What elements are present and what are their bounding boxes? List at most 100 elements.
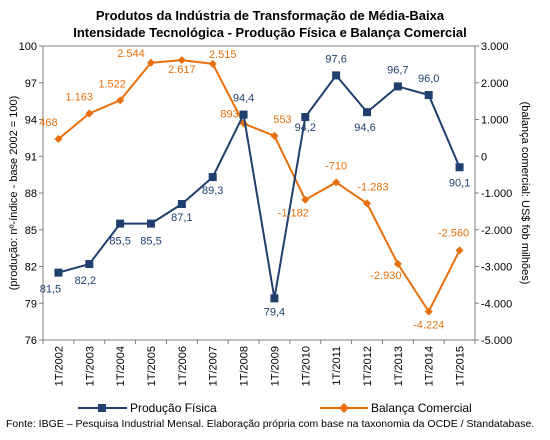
legend: Produção Física Balança Comercial <box>78 401 472 415</box>
x-tick-label: 1T/2004 <box>115 346 127 386</box>
point-producao <box>363 108 371 117</box>
left-axis-title: (produção: nº-índice - base 2002 = 100) <box>8 96 20 291</box>
left-tick-label: 85 <box>25 225 37 237</box>
point-balanca <box>116 96 125 105</box>
data-label-producao: 96,0 <box>418 73 439 85</box>
point-producao <box>85 260 94 269</box>
left-tick-label: 88 <box>25 188 37 200</box>
right-tick-label: 0 <box>481 151 487 163</box>
point-balanca <box>208 59 217 68</box>
data-label-producao: 90,1 <box>449 177 470 189</box>
point-producao <box>147 219 155 228</box>
legend-item-balanca: Balança Comercial <box>320 401 472 415</box>
left-tick-label: 76 <box>25 335 37 347</box>
data-label-producao: 96,7 <box>387 64 408 76</box>
right-tick-label: -4.000 <box>481 298 512 310</box>
left-tick-label: 100 <box>19 41 37 53</box>
right-tick-label: -3.000 <box>481 262 512 274</box>
legend-item-producao: Produção Física <box>78 401 217 415</box>
x-tick-label: 1T/2012 <box>362 346 374 386</box>
point-producao <box>301 113 310 122</box>
data-label-producao: 82,2 <box>75 275 96 287</box>
x-tick-label: 1T/2015 <box>455 346 467 386</box>
point-balanca <box>332 178 341 187</box>
x-tick-label: 1T/2006 <box>177 346 189 386</box>
left-tick-label: 79 <box>25 298 37 310</box>
data-label-balanca: -1.283 <box>357 181 388 193</box>
data-label-balanca: 1.522 <box>98 78 126 90</box>
data-label-balanca: -1.182 <box>278 208 309 220</box>
point-producao <box>208 173 217 182</box>
point-producao <box>54 268 63 277</box>
legend-marker-balanca <box>339 403 349 413</box>
data-label-balanca: -2.560 <box>438 227 469 239</box>
data-label-balanca: 1.163 <box>66 92 94 104</box>
data-label-producao: 79,4 <box>264 306 285 318</box>
point-balanca <box>177 56 186 65</box>
series-line-producao <box>58 73 461 299</box>
point-producao <box>455 163 464 172</box>
chart-title-line-1: Produtos da Indústria de Transformação d… <box>96 8 445 23</box>
point-producao <box>332 71 341 80</box>
right-tick-label: 2.000 <box>481 78 509 90</box>
data-label-balanca: 468 <box>39 117 57 129</box>
x-tick-label: 1T/2003 <box>84 346 96 386</box>
data-label-balanca: -2.930 <box>370 270 401 282</box>
x-tick-label: 1T/2010 <box>300 346 312 386</box>
legend-label-balanca: Balança Comercial <box>371 401 472 415</box>
point-balanca <box>363 199 371 208</box>
data-label-balanca: 2.544 <box>117 48 145 60</box>
x-tick-label: 1T/2005 <box>146 346 158 386</box>
right-tick-label: 3.000 <box>481 41 509 53</box>
left-tick-label: 97 <box>25 78 37 90</box>
legend-marker-producao <box>98 404 106 412</box>
left-axis-ticks: 76 79 82 85 88 91 94 97 100 <box>19 41 43 347</box>
series-layer <box>54 56 464 316</box>
point-balanca <box>147 58 155 67</box>
right-tick-label: -5.000 <box>481 335 512 347</box>
point-balanca <box>455 246 464 255</box>
right-tick-label: 1.000 <box>481 115 509 127</box>
data-label-balanca: -710 <box>325 160 347 172</box>
data-labels: 81,5 82,2 85,5 85,5 87,1 89,3 94,4 79,4 94,2 97,6… <box>39 48 470 332</box>
data-label-producao: 87,1 <box>171 212 192 224</box>
x-axis-ticks: 1T/2002 1T/2003 1T/2004 1T/2005 1T/2006 1T/20… <box>42 340 476 386</box>
legend-label-producao: Produção Física <box>130 401 217 415</box>
data-label-producao: 85,5 <box>109 236 130 248</box>
point-balanca <box>85 109 94 118</box>
point-producao <box>239 110 248 119</box>
point-producao <box>424 91 433 99</box>
x-tick-label: 1T/2014 <box>424 346 436 386</box>
data-label-balanca: 2.515 <box>209 49 237 61</box>
x-tick-label: 1T/2011 <box>331 346 343 386</box>
series-line-balanca <box>57 59 461 314</box>
point-balanca <box>393 259 402 268</box>
data-label-balanca: 2.617 <box>168 64 196 76</box>
point-balanca <box>54 135 63 144</box>
right-axis-ticks: -5.000 -4.000 -3.000 -2.000 -1.000 0 1.000 2.00… <box>475 41 512 347</box>
source-note: Fonte: IBGE – Pesquisa Industrial Mensal… <box>6 418 535 430</box>
data-label-balanca: -4.224 <box>413 319 444 331</box>
point-balanca <box>424 307 433 316</box>
point-producao <box>393 82 402 91</box>
chart-title-line-2: Intensidade Tecnológica - Produção Físic… <box>73 25 467 40</box>
data-label-balanca: 553 <box>273 114 291 126</box>
left-tick-label: 94 <box>25 115 37 127</box>
x-tick-label: 1T/2009 <box>269 346 281 386</box>
data-label-producao: 85,5 <box>140 236 161 248</box>
data-label-producao: 94,6 <box>354 122 375 134</box>
x-tick-label: 1T/2013 <box>393 346 405 386</box>
x-tick-label: 1T/2007 <box>208 346 220 386</box>
x-tick-label: 1T/2002 <box>53 346 65 386</box>
right-axis-title: (balança comercial: US$ fob milhões) <box>519 102 531 285</box>
data-label-producao: 89,3 <box>202 185 223 197</box>
x-tick-label: 1T/2008 <box>239 346 251 386</box>
right-tick-label: -1.000 <box>481 188 512 200</box>
point-balanca <box>301 195 310 204</box>
data-label-producao: 94,4 <box>233 93 254 105</box>
point-producao <box>270 294 279 303</box>
data-label-producao: 97,6 <box>325 53 346 65</box>
data-label-balanca: 893 <box>220 108 238 120</box>
data-label-producao: 81,5 <box>40 284 61 296</box>
point-producao <box>177 200 186 209</box>
